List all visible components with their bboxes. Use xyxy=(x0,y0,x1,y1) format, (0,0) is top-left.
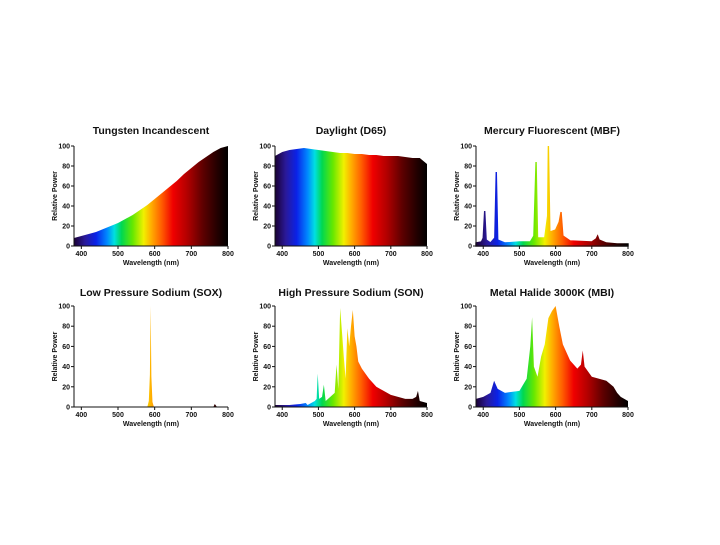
y-tick-label: 0 xyxy=(267,405,271,412)
y-tick-label: 80 xyxy=(263,324,271,331)
x-axis-label: Wavelength (nm) xyxy=(524,260,580,267)
y-tick-label: 100 xyxy=(460,304,472,311)
spectrum-series xyxy=(74,146,228,246)
y-axis-label: Relative Power xyxy=(52,171,59,221)
chart-title: Tungsten Incandescent xyxy=(93,125,210,137)
y-tick-label: 100 xyxy=(259,144,271,151)
x-axis-label: Wavelength (nm) xyxy=(323,421,379,428)
chart-title: Daylight (D65) xyxy=(316,125,387,137)
chart-3: Mercury Fluorescent (MBF) 0 20 40 60 80 100 400… xyxy=(454,125,634,267)
x-tick-label: 700 xyxy=(385,412,397,419)
y-tick-label: 100 xyxy=(259,304,271,311)
x-tick-label: 700 xyxy=(185,412,197,419)
y-axis-label: Relative Power xyxy=(253,331,260,381)
y-tick-label: 60 xyxy=(62,344,70,351)
x-tick-label: 700 xyxy=(385,251,397,258)
y-tick-label: 100 xyxy=(460,144,472,151)
chart-6: Metal Halide 3000K (MBI) 0 20 40 60 80 100 400 5… xyxy=(454,287,634,428)
x-axis-label: Wavelength (nm) xyxy=(123,421,179,428)
x-axis-label: Wavelength (nm) xyxy=(123,260,179,267)
spectrum-series xyxy=(476,306,628,407)
y-axis-label: Relative Power xyxy=(52,331,59,381)
x-tick-label: 800 xyxy=(421,251,433,258)
x-tick-label: 400 xyxy=(477,412,489,419)
y-tick-label: 80 xyxy=(263,164,271,171)
x-tick-label: 600 xyxy=(149,251,161,258)
x-axis-label: Wavelength (nm) xyxy=(524,421,580,428)
x-tick-label: 700 xyxy=(185,251,197,258)
y-tick-label: 40 xyxy=(62,204,70,211)
chart-2: Daylight (D65) 0 20 40 60 80 100 400 500 600 700 80… xyxy=(253,125,433,267)
y-tick-label: 20 xyxy=(263,384,271,391)
x-axis-label: Wavelength (nm) xyxy=(323,260,379,267)
chart-5: High Pressure Sodium (SON) 0 20 40 60 80 100 40… xyxy=(253,287,433,428)
y-tick-label: 20 xyxy=(263,224,271,231)
y-tick-label: 60 xyxy=(464,184,472,191)
x-tick-label: 600 xyxy=(149,412,161,419)
y-tick-label: 100 xyxy=(58,144,70,151)
y-tick-label: 40 xyxy=(263,204,271,211)
x-tick-label: 800 xyxy=(622,251,634,258)
x-tick-label: 800 xyxy=(222,251,234,258)
x-tick-label: 700 xyxy=(586,412,598,419)
y-tick-label: 80 xyxy=(464,324,472,331)
y-tick-label: 0 xyxy=(66,405,70,412)
y-tick-label: 40 xyxy=(62,364,70,371)
x-tick-label: 500 xyxy=(313,412,325,419)
y-tick-label: 0 xyxy=(66,244,70,251)
x-tick-label: 400 xyxy=(477,251,489,258)
x-tick-label: 600 xyxy=(349,412,361,419)
spectrum-series xyxy=(275,308,427,407)
y-axis-label: Relative Power xyxy=(253,171,260,221)
x-tick-label: 800 xyxy=(421,412,433,419)
x-tick-label: 600 xyxy=(550,251,562,258)
x-tick-label: 600 xyxy=(349,251,361,258)
chart-title: High Pressure Sodium (SON) xyxy=(278,287,423,299)
x-tick-label: 500 xyxy=(514,412,526,419)
spectrum-series xyxy=(275,148,427,246)
y-tick-label: 20 xyxy=(464,224,472,231)
x-tick-label: 500 xyxy=(514,251,526,258)
y-tick-label: 40 xyxy=(464,364,472,371)
y-tick-label: 40 xyxy=(464,204,472,211)
y-tick-label: 20 xyxy=(62,384,70,391)
x-tick-label: 500 xyxy=(112,412,124,419)
spectrum-series xyxy=(475,145,629,247)
y-axis-label: Relative Power xyxy=(454,171,461,221)
y-tick-label: 80 xyxy=(62,164,70,171)
y-tick-label: 0 xyxy=(468,405,472,412)
x-tick-label: 400 xyxy=(276,412,288,419)
x-tick-label: 400 xyxy=(276,251,288,258)
y-tick-label: 60 xyxy=(62,184,70,191)
x-tick-label: 700 xyxy=(586,251,598,258)
y-tick-label: 0 xyxy=(468,244,472,251)
chart-1: Tungsten Incandescent 0 20 40 60 80 100 400 500 6… xyxy=(52,125,234,267)
y-tick-label: 20 xyxy=(464,384,472,391)
chart-title: Mercury Fluorescent (MBF) xyxy=(484,125,620,137)
y-tick-label: 80 xyxy=(464,164,472,171)
y-tick-label: 40 xyxy=(263,364,271,371)
y-tick-label: 80 xyxy=(62,324,70,331)
chart-4: Low Pressure Sodium (SOX) 0 20 40 60 80 100 400… xyxy=(52,287,234,428)
chart-title: Metal Halide 3000K (MBI) xyxy=(490,287,614,299)
y-tick-label: 100 xyxy=(58,304,70,311)
x-tick-label: 400 xyxy=(75,251,87,258)
x-tick-label: 500 xyxy=(313,251,325,258)
y-tick-label: 60 xyxy=(464,344,472,351)
y-tick-label: 60 xyxy=(263,344,271,351)
x-tick-label: 800 xyxy=(622,412,634,419)
x-tick-label: 800 xyxy=(222,412,234,419)
y-tick-label: 60 xyxy=(263,184,271,191)
x-tick-label: 500 xyxy=(112,251,124,258)
y-axis-label: Relative Power xyxy=(454,331,461,381)
spectrum-series xyxy=(74,306,228,407)
x-tick-label: 600 xyxy=(550,412,562,419)
chart-title: Low Pressure Sodium (SOX) xyxy=(80,287,222,299)
x-tick-label: 400 xyxy=(75,412,87,419)
y-tick-label: 0 xyxy=(267,244,271,251)
y-tick-label: 20 xyxy=(62,224,70,231)
